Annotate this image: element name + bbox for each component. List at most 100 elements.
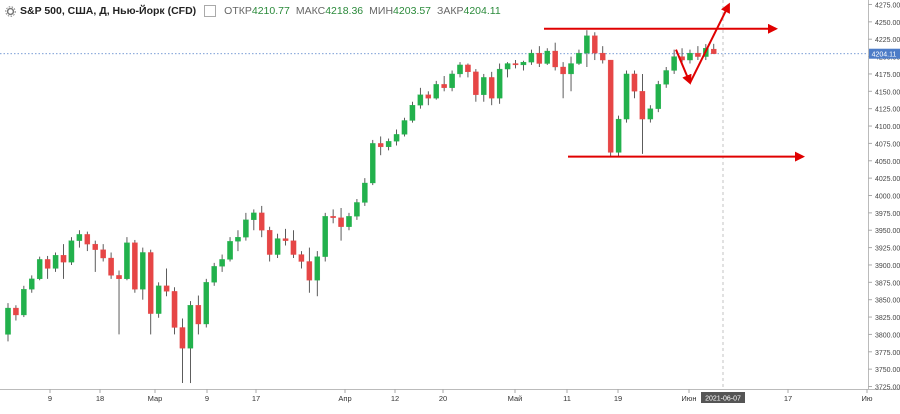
candle <box>576 52 582 64</box>
up-arrow <box>689 2 730 84</box>
candle <box>211 266 217 283</box>
candle <box>338 217 344 227</box>
y-tick-label: 3900.00 <box>875 263 900 270</box>
candle <box>76 234 83 241</box>
candle <box>187 305 194 349</box>
candle <box>21 289 27 316</box>
candle <box>409 105 416 121</box>
y-tick-label: 4025.00 <box>875 176 900 183</box>
candle <box>377 143 384 148</box>
y-tick-label: 4225.00 <box>875 37 900 44</box>
candle <box>441 84 447 88</box>
candle <box>330 216 336 218</box>
candle <box>140 252 146 290</box>
x-tick-label: 12 <box>391 394 399 403</box>
y-tick-label: 3975.00 <box>875 211 900 218</box>
candle <box>417 94 424 106</box>
y-tick-label: 4250.00 <box>875 20 900 27</box>
x-tick-label: Июн <box>681 394 696 403</box>
y-tick-label: 4275.00 <box>875 2 900 9</box>
candle <box>536 52 543 64</box>
candle <box>592 35 598 54</box>
y-tick-label: 3825.00 <box>875 315 900 322</box>
candle <box>639 91 646 120</box>
candle <box>84 234 91 245</box>
candle <box>631 73 638 92</box>
y-tick-label: 3800.00 <box>875 332 900 339</box>
x-tick-label: 11 <box>563 394 571 403</box>
candle <box>108 257 114 276</box>
y-tick-label: 3850.00 <box>875 298 900 305</box>
chart-header: S&P 500, США, Д, Нью-Йорк (CFD) ОТКР 421… <box>0 0 505 22</box>
y-tick-label: 4000.00 <box>875 194 900 201</box>
low-label: МИН <box>369 5 394 17</box>
y-tick-label: 3875.00 <box>875 280 900 287</box>
candle <box>251 212 257 220</box>
candle <box>346 216 352 227</box>
x-tick-label: 18 <box>96 394 104 403</box>
current-price-tag <box>869 48 900 59</box>
candle <box>124 242 130 280</box>
candle <box>488 77 495 99</box>
x-tick-label: Май <box>508 394 523 403</box>
candle <box>163 285 170 292</box>
y-tick-label: 3750.00 <box>875 367 900 374</box>
candle <box>179 327 186 349</box>
candle <box>306 261 313 281</box>
candle <box>282 238 289 241</box>
candle <box>393 134 400 142</box>
candle <box>203 282 209 325</box>
candle <box>465 64 471 73</box>
candle <box>219 259 225 267</box>
x-tick-label: 17 <box>784 394 792 403</box>
candle <box>354 202 360 217</box>
y-tick-label: 4075.00 <box>875 141 900 148</box>
y-tick-label: 4125.00 <box>875 107 900 114</box>
candle <box>36 259 43 280</box>
low-value: 4203.57 <box>393 5 432 17</box>
candle <box>528 52 535 63</box>
candle <box>401 120 408 135</box>
candle <box>568 63 574 75</box>
candle <box>132 242 138 290</box>
candle <box>274 238 281 255</box>
candle <box>298 254 305 262</box>
candle <box>322 216 328 257</box>
y-tick-label: 3950.00 <box>875 228 900 235</box>
crosshair-date-tag <box>701 392 745 403</box>
x-tick-label: Апр <box>338 394 351 403</box>
candle <box>711 48 717 54</box>
candle <box>5 307 11 335</box>
candle <box>314 256 321 281</box>
candle <box>552 50 558 68</box>
open-label: ОТКР <box>224 5 252 17</box>
candle <box>370 143 376 184</box>
y-tick-label: 3925.00 <box>875 246 900 253</box>
gear-icon[interactable] <box>5 5 16 17</box>
candle <box>235 237 241 242</box>
candle <box>504 63 511 70</box>
candle <box>60 255 67 263</box>
candle <box>259 212 265 231</box>
candle <box>655 84 662 109</box>
candle <box>171 291 178 328</box>
y-tick-label: 4100.00 <box>875 124 900 131</box>
current-price-label: 4204.11 <box>872 52 897 59</box>
candle <box>647 108 654 120</box>
candle <box>385 141 392 148</box>
y-tick-label: 4150.00 <box>875 89 900 96</box>
x-tick-label: 9 <box>48 394 52 403</box>
candle <box>671 56 677 71</box>
candle <box>481 77 487 95</box>
crosshair-date: 2021-06-07 <box>705 396 741 403</box>
candle <box>13 307 19 316</box>
x-tick-label: 19 <box>614 394 622 403</box>
candle <box>687 52 693 61</box>
candle <box>425 94 432 99</box>
candle <box>155 285 162 314</box>
y-tick-label: 4175.00 <box>875 72 900 79</box>
visibility-checkbox[interactable] <box>204 5 217 17</box>
candle <box>449 73 455 88</box>
